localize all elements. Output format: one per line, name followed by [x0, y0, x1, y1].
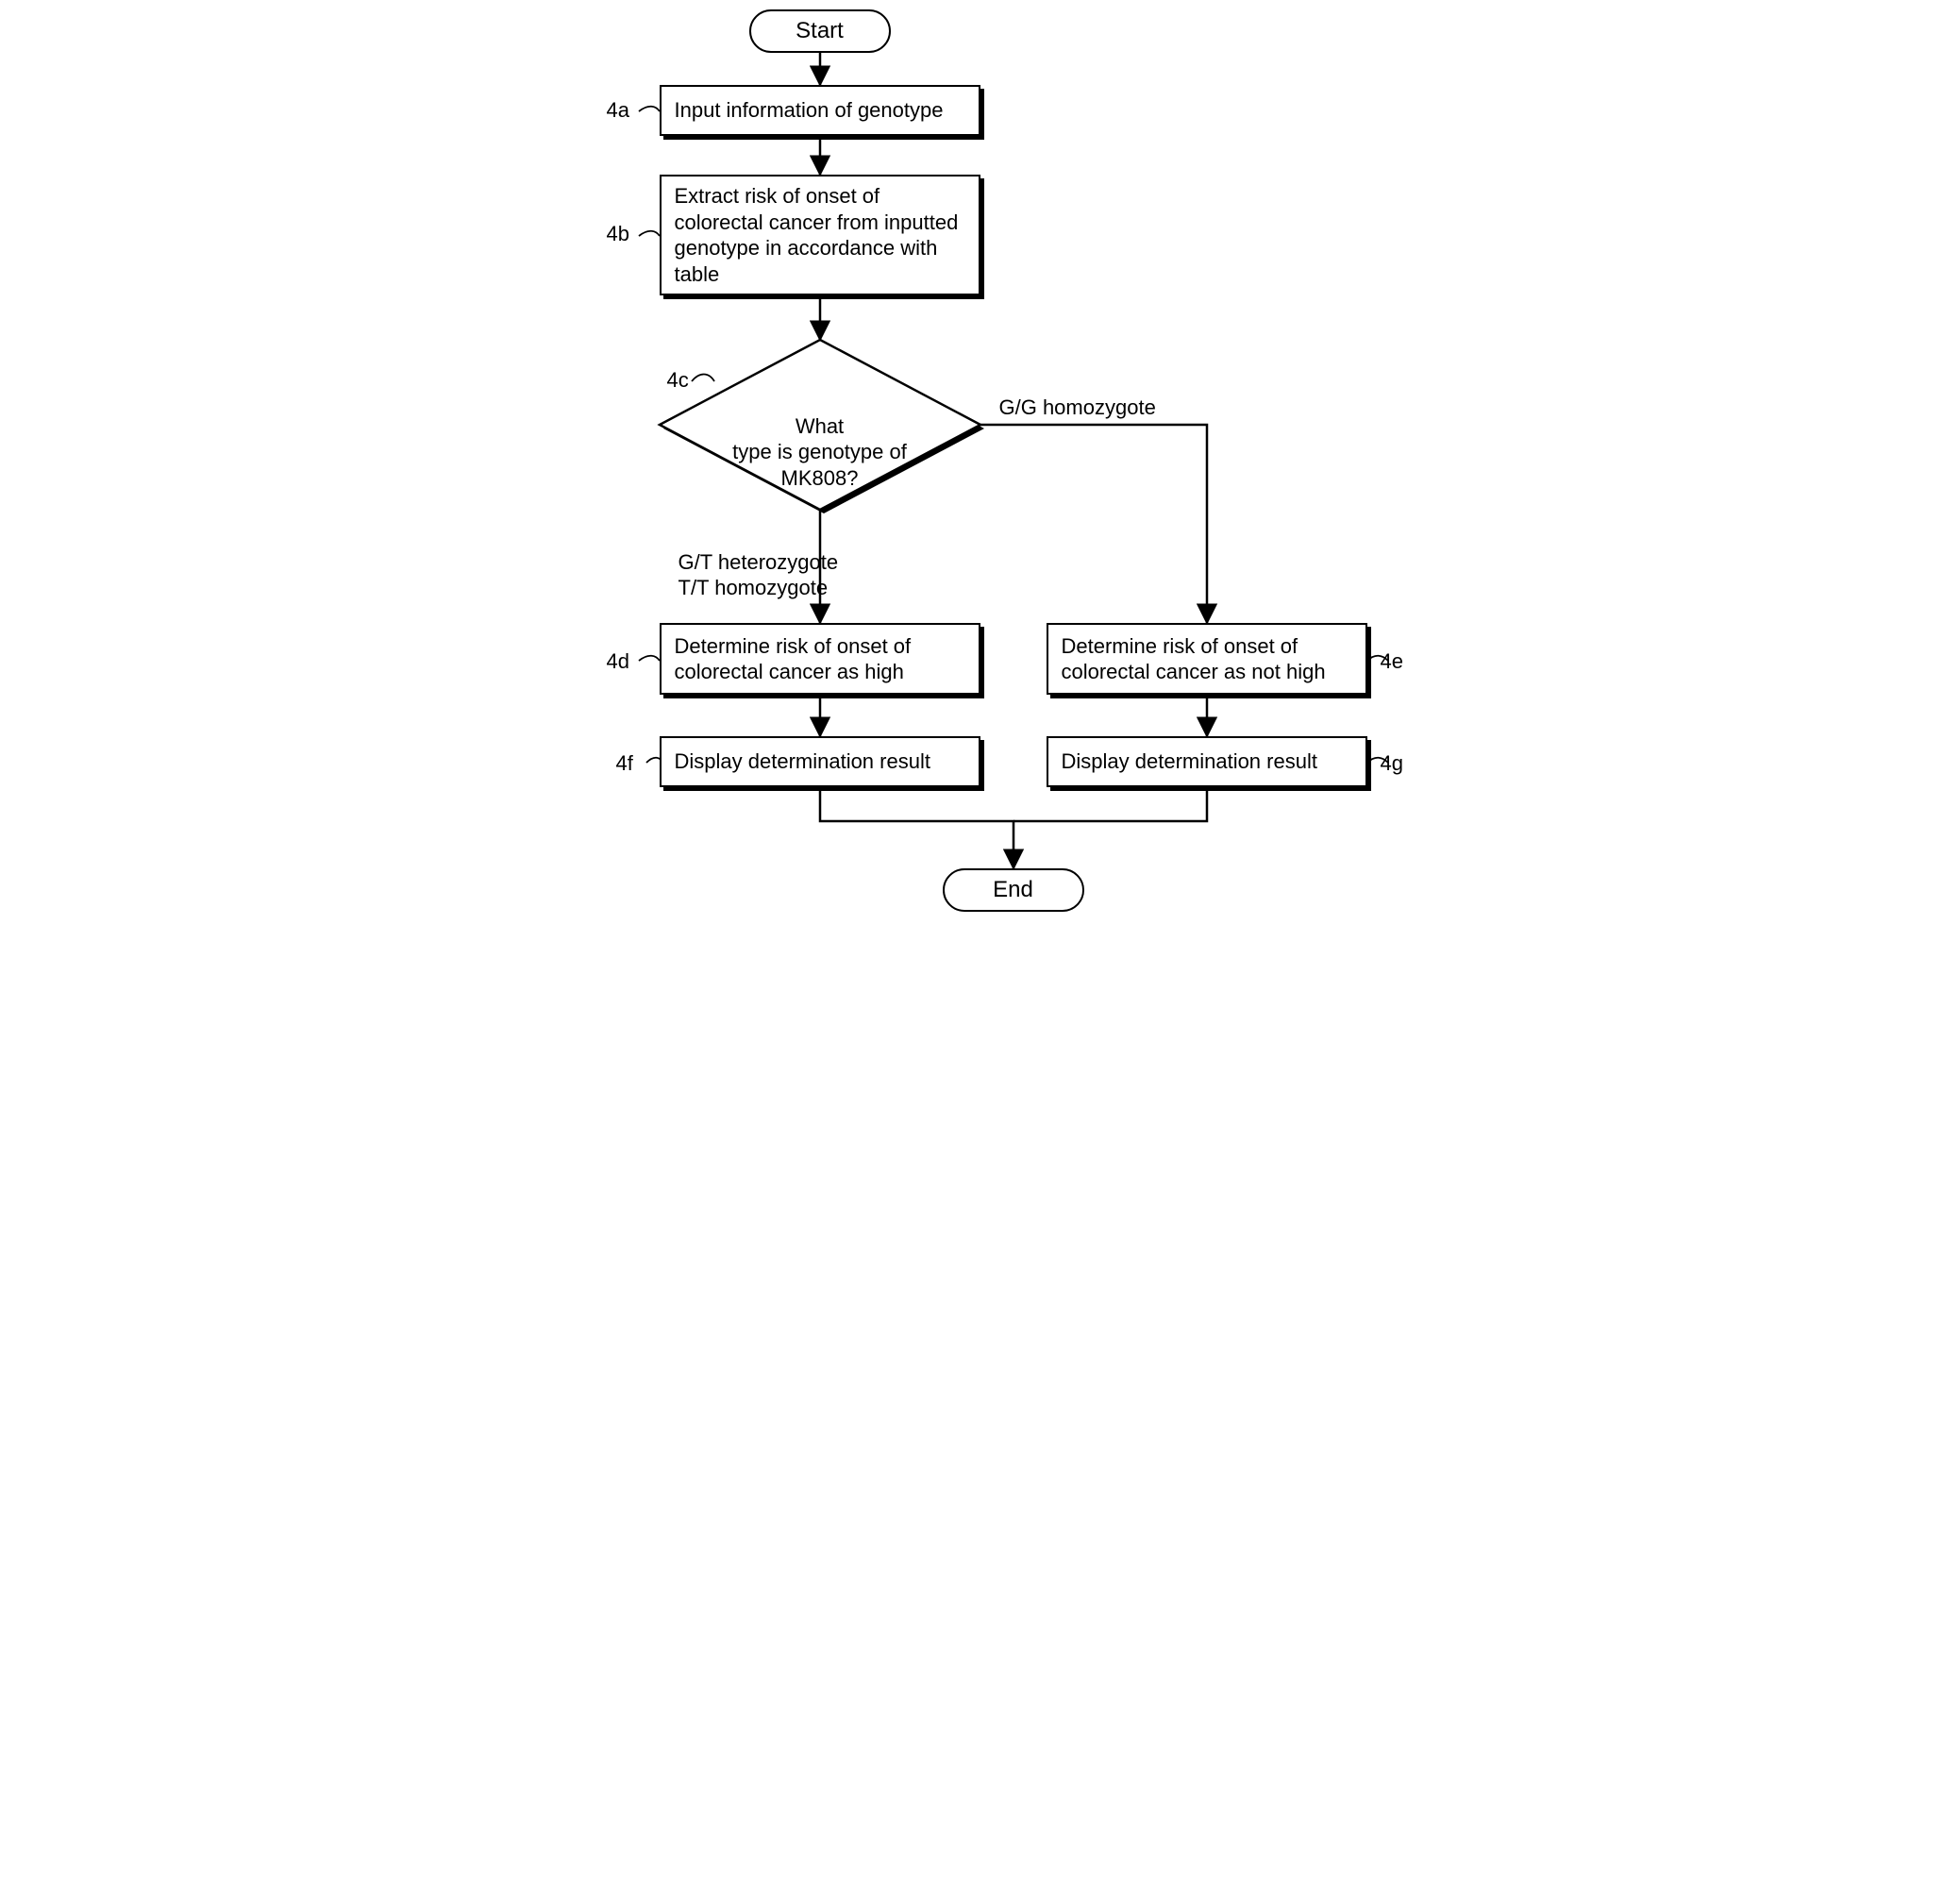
edge-label-gtt: G/T heterozygote T/T homozygote: [678, 523, 839, 601]
label-4a: 4a: [607, 98, 629, 123]
process-4e-text: Determine risk of onset of colorectal ca…: [1062, 633, 1352, 685]
process-4f-text: Display determination result: [675, 748, 965, 775]
label-4c: 4c: [667, 368, 689, 393]
connector-layer: [490, 0, 1471, 942]
label-4f: 4f: [616, 751, 633, 776]
terminator-start: Start: [749, 9, 891, 53]
process-4a: Input information of genotype: [660, 85, 980, 136]
label-4g: 4g: [1381, 751, 1403, 776]
process-4d-text: Determine risk of onset of colorectal ca…: [675, 633, 965, 685]
terminator-start-text: Start: [796, 18, 844, 44]
terminator-end: End: [943, 868, 1084, 912]
process-4d: Determine risk of onset of colorectal ca…: [660, 623, 980, 695]
terminator-end-text: End: [993, 877, 1033, 903]
process-4f: Display determination result: [660, 736, 980, 787]
decision-4c-text: What type is genotype of MK808?: [707, 387, 933, 491]
process-4e: Determine risk of onset of colorectal ca…: [1047, 623, 1367, 695]
label-4b: 4b: [607, 222, 629, 246]
process-4b-text: Extract risk of onset of colorectal canc…: [675, 183, 965, 287]
flowchart-canvas: Start Input information of genotype 4a E…: [490, 0, 1471, 942]
process-4g-text: Display determination result: [1062, 748, 1352, 775]
process-4a-text: Input information of genotype: [675, 97, 965, 124]
process-4b: Extract risk of onset of colorectal canc…: [660, 175, 980, 295]
label-4d: 4d: [607, 649, 629, 674]
label-4e: 4e: [1381, 649, 1403, 674]
process-4g: Display determination result: [1047, 736, 1367, 787]
edge-label-gg: G/G homozygote: [999, 395, 1156, 421]
